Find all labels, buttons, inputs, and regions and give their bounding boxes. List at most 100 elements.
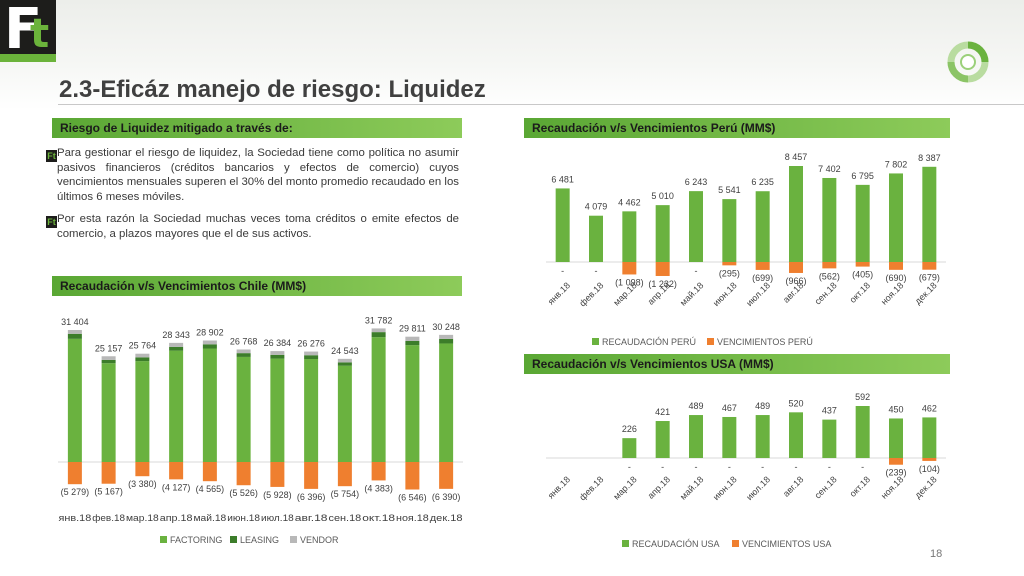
bar-leasing	[371, 332, 386, 338]
data-label: 467	[722, 403, 737, 413]
data-label: (690)	[885, 273, 906, 283]
x-tick-label: фев.18	[577, 474, 605, 502]
bar-factoring	[371, 337, 386, 462]
data-label: -	[695, 266, 698, 276]
bar-vencimientos	[270, 462, 285, 487]
data-label: -	[661, 462, 664, 472]
data-label: 25 764	[129, 341, 157, 351]
data-label: 26 384	[264, 338, 292, 348]
x-tick-label: ноя.18	[879, 474, 905, 500]
bar-recaudacion	[922, 417, 937, 458]
x-tick-label: фев.18	[577, 280, 605, 308]
bar-vencimientos	[304, 462, 319, 489]
data-label: (1 098)	[615, 277, 644, 287]
bar-vencimientos	[439, 462, 454, 489]
legend-swatch	[732, 540, 739, 547]
usa-chart: янв.18 фев.18 226 - мар.18 421 - апр.18 489 - май.…	[546, 392, 946, 549]
x-tick-label: май.18	[678, 474, 705, 501]
legend-label: RECAUDACIÓN PERÚ	[602, 337, 696, 347]
data-label: 28 902	[196, 328, 224, 338]
bar-leasing	[67, 333, 82, 339]
bar-recaudacion	[789, 166, 803, 262]
data-label: 450	[888, 404, 903, 414]
bar-vendor	[439, 334, 454, 339]
data-label: (699)	[752, 273, 773, 283]
bar-leasing	[270, 354, 285, 359]
data-label: -	[795, 462, 798, 472]
data-label: -	[561, 266, 564, 276]
bar-leasing	[169, 346, 184, 351]
bar-vencimientos	[337, 462, 352, 487]
data-label: 7 802	[885, 159, 908, 169]
peru-chart: 6 481-янв.184 079-фев.184 462(1 098)мар.…	[546, 152, 946, 347]
bar-recaudacion	[655, 421, 670, 458]
bar-vencimientos	[236, 462, 251, 486]
legend-label: FACTORING	[170, 535, 222, 545]
chile-chart: 31 404 (5 279) янв.18 25 157 (5 167) фев.18 25…	[58, 315, 463, 545]
bar-leasing	[135, 357, 150, 362]
x-tick-label: июн.18	[227, 513, 260, 523]
bar-recaudacion	[555, 188, 570, 262]
bar-recaudacion	[822, 419, 837, 458]
section-heading-peru: Recaudación v/s Vencimientos Perú (MM$)	[524, 118, 950, 138]
data-label: (5 754)	[331, 489, 360, 499]
x-tick-label: ноя.18	[396, 513, 429, 523]
data-label: 26 276	[297, 339, 325, 349]
bar-recaudacion	[689, 191, 703, 262]
paragraph-policy: Para gestionar el riesgo de liquidez, la…	[57, 147, 459, 203]
data-label: 26 768	[230, 336, 258, 346]
bar-factoring	[101, 363, 116, 462]
x-tick-label: сен.18	[813, 474, 839, 500]
bar-factoring	[270, 358, 285, 462]
bar-vendor	[169, 342, 184, 347]
data-label: 25 157	[95, 343, 123, 353]
bar-recaudacion	[822, 177, 837, 262]
bar-leasing	[405, 340, 420, 346]
bar-vencimientos	[889, 262, 903, 270]
bar-vencimientos	[855, 262, 870, 267]
bar-vencimientos	[755, 262, 770, 270]
logo-letter-t: t	[30, 11, 50, 57]
data-label: 592	[855, 392, 870, 402]
data-label: 462	[922, 403, 937, 413]
bar-recaudacion	[755, 415, 770, 458]
bar-factoring	[405, 345, 420, 462]
bar-vencimientos	[405, 462, 420, 490]
data-label: 520	[788, 398, 803, 408]
bar-leasing	[236, 353, 251, 357]
bar-vencimientos	[889, 458, 903, 465]
bullet-logo-icon: Ft	[46, 150, 57, 162]
page-title: 2.3-Eficáz manejo de riesgo: Liquidez	[59, 76, 486, 103]
section-heading-risk: Riesgo de Liquidez mitigado a través de:	[52, 118, 462, 138]
page-number: 18	[930, 548, 943, 560]
data-label: -	[695, 462, 698, 472]
title-divider	[58, 104, 1024, 105]
data-label: (679)	[919, 273, 940, 283]
x-tick-label: дек.18	[430, 513, 463, 523]
data-label: 8 387	[918, 153, 941, 163]
data-label: 7 402	[818, 164, 841, 174]
x-tick-label: авг.18	[781, 474, 805, 498]
x-tick-label: дек.18	[913, 280, 939, 306]
bar-recaudacion	[722, 416, 737, 458]
x-tick-label: дек.18	[913, 474, 939, 500]
bar-leasing	[304, 355, 319, 360]
data-label: (405)	[852, 270, 873, 280]
data-label: (6 546)	[398, 493, 427, 503]
bar-leasing	[202, 344, 217, 349]
bar-factoring	[439, 343, 454, 462]
bar-vencimientos	[822, 262, 837, 269]
bar-vencimientos	[169, 462, 184, 480]
bar-vendor	[101, 356, 116, 360]
x-tick-label: апр.18	[160, 513, 193, 523]
data-label: 489	[688, 401, 703, 411]
x-tick-label: янв.18	[546, 280, 572, 306]
bar-recaudacion	[855, 406, 870, 458]
data-label: 5 010	[651, 191, 674, 201]
x-tick-label: июн.18	[711, 280, 739, 308]
bar-vencimientos	[135, 462, 150, 477]
data-label: (6 396)	[297, 492, 326, 502]
bar-vencimientos	[101, 462, 116, 484]
data-label: (4 383)	[364, 483, 393, 493]
legend-label: RECAUDACIÓN USA	[632, 539, 720, 549]
